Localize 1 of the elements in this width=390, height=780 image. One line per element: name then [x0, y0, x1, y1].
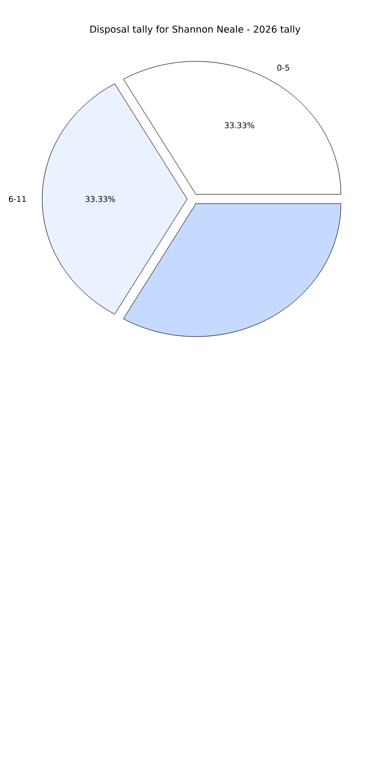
chart-title: Disposal tally for Shannon Neale - 2026 tally: [90, 25, 300, 35]
